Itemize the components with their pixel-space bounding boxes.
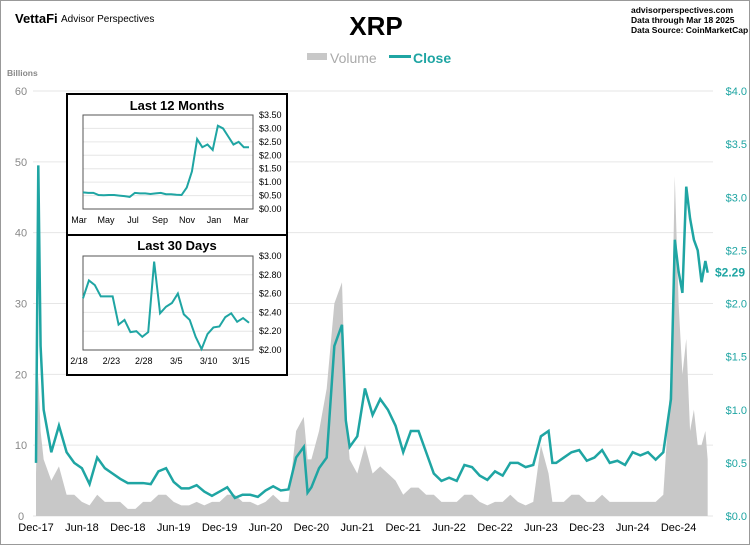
data-source: Data Source: CoinMarketCap <box>631 25 748 35</box>
legend-volume-swatch <box>307 53 327 60</box>
x-tick: Dec-18 <box>110 522 145 534</box>
inset-x-tick: Mar <box>71 215 87 225</box>
inset-x-tick: May <box>97 215 115 225</box>
x-tick: Dec-17 <box>18 522 53 534</box>
x-tick: Dec-21 <box>385 522 420 534</box>
inset-plot-frame <box>82 255 254 351</box>
inset-x-tick: 3/10 <box>200 356 218 366</box>
inset-panel: Last 12 Months Last 30 Days $0.00 $0.50 $1… <box>66 93 288 376</box>
last-value-label: $2.29 <box>715 266 745 280</box>
logo: VettaFi <box>15 11 58 26</box>
y-left-tick: 60 <box>15 86 27 98</box>
y-left-tick: 50 <box>15 157 27 169</box>
x-tick: Jun-22 <box>432 522 466 534</box>
inset-plot-frame <box>82 114 254 210</box>
site: advisorperspectives.com <box>631 5 733 15</box>
data-through: Data through Mar 18 2025 <box>631 15 735 25</box>
inset-y-tick: $1.00 <box>259 177 282 187</box>
y-right-tick: $0.5 <box>726 458 747 470</box>
inset-12m-title: Last 12 Months <box>130 98 225 113</box>
y-left-tick: 30 <box>15 299 27 311</box>
inset-x-tick: 2/18 <box>70 356 88 366</box>
inset-x-tick: 3/15 <box>232 356 250 366</box>
y-right-tick: $2.0 <box>726 299 747 311</box>
x-tick: Jun-24 <box>616 522 650 534</box>
y-right-tick: $3.0 <box>726 192 747 204</box>
inset-y-tick: $2.60 <box>259 289 282 299</box>
inset-y-tick: $0.50 <box>259 191 282 201</box>
inset-y-tick: $0.00 <box>259 204 282 214</box>
x-tick: Dec-22 <box>477 522 512 534</box>
inset-x-tick: 3/5 <box>170 356 183 366</box>
y-right-tick: $2.5 <box>726 245 747 257</box>
x-tick: Jun-20 <box>249 522 283 534</box>
brand: Advisor Perspectives <box>61 14 154 25</box>
inset-30d-title: Last 30 Days <box>137 238 217 253</box>
legend-close: Close <box>413 50 451 66</box>
y-right-tick: $0.0 <box>726 511 747 523</box>
inset-y-tick: $2.20 <box>259 326 282 336</box>
inset-y-tick: $2.80 <box>259 270 282 280</box>
inset-line <box>82 261 250 352</box>
inset-x-tick: Jul <box>127 215 139 225</box>
inset-y-tick: $2.50 <box>259 137 282 147</box>
y-right-tick: $3.5 <box>726 139 747 151</box>
inset-y-tick: $2.00 <box>259 345 282 355</box>
y-left-tick: 0 <box>18 511 24 523</box>
inset-x-tick: 2/28 <box>135 356 153 366</box>
inset-y-tick: $2.00 <box>259 150 282 160</box>
y-right-tick: $4.0 <box>726 86 747 98</box>
x-tick: Dec-24 <box>661 522 696 534</box>
inset-y-tick: $3.50 <box>259 110 282 120</box>
x-tick: Dec-19 <box>202 522 237 534</box>
inset-y-tick: $2.40 <box>259 307 282 317</box>
inset-y-tick: $3.00 <box>259 123 282 133</box>
y-right-tick: $1.5 <box>726 352 747 364</box>
x-tick: Jun-21 <box>340 522 374 534</box>
y-axis-label: Billions <box>7 68 38 78</box>
inset-y-tick: $3.00 <box>259 251 282 261</box>
inset-x-tick: Nov <box>179 215 196 225</box>
y-right-tick: $1.0 <box>726 405 747 417</box>
inset-x-tick: Sep <box>152 215 168 225</box>
inset-y-tick: $1.50 <box>259 164 282 174</box>
inset-x-tick: Jan <box>207 215 222 225</box>
inset-x-tick: 2/23 <box>103 356 121 366</box>
x-tick: Dec-23 <box>569 522 604 534</box>
x-tick: Jun-23 <box>524 522 558 534</box>
y-left-tick: 20 <box>15 369 27 381</box>
x-tick: Dec-20 <box>294 522 329 534</box>
x-tick: Jun-18 <box>65 522 99 534</box>
legend-volume: Volume <box>330 50 377 66</box>
inset-x-tick: Mar <box>233 215 249 225</box>
inset-line <box>82 124 249 198</box>
x-tick: Jun-19 <box>157 522 191 534</box>
y-left-tick: 40 <box>15 228 27 240</box>
legend-close-swatch <box>389 55 411 58</box>
chart-title: XRP <box>349 11 402 41</box>
y-left-tick: 10 <box>15 440 27 452</box>
